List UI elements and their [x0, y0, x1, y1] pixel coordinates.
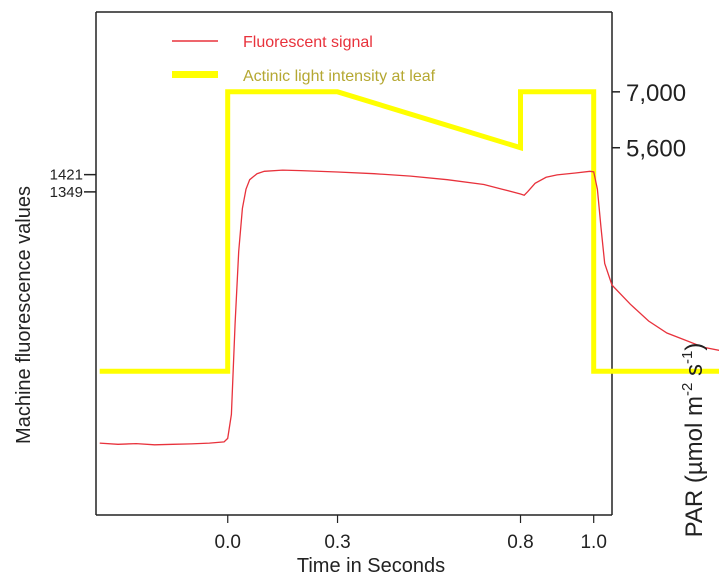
series-line-actinic-light	[99, 89, 719, 374]
y-axis-right-title-sup2: -1	[679, 351, 696, 364]
legend: Fluorescent signal Actinic light intensi…	[172, 34, 436, 85]
y-axis-right-title: PAR (µmol m-2 s-1)	[679, 343, 708, 538]
x-axis-title: Time in Seconds	[297, 555, 445, 577]
x-tick-label: 0.8	[507, 532, 533, 553]
y-axis-right-title-suffix: )	[681, 343, 708, 351]
x-tick-label: 0.0	[215, 532, 241, 553]
x-tick-label: 0.3	[324, 532, 350, 553]
series-line-fluorescent-signal	[99, 169, 719, 446]
y-left-tick-label: 1349	[50, 184, 83, 201]
legend-label-actinic-light: Actinic light intensity at leaf	[243, 68, 436, 85]
x-axis-ticks: 0.0 0.3 0.8 1.0	[215, 515, 607, 553]
legend-label-fluorescent-signal: Fluorescent signal	[243, 34, 373, 51]
y-right-tick-label: 7,000	[626, 80, 686, 107]
y-axis-right-title-prefix: PAR (µmol m	[681, 396, 708, 537]
y-axis-right-title-sup1: -2	[679, 383, 696, 396]
legend-swatch-actinic-light	[172, 71, 218, 78]
y-axis-right-ticks: 7,000 5,600	[612, 80, 686, 163]
y-axis-right-title-mid: s	[681, 364, 708, 383]
plot-frame	[95, 11, 613, 516]
x-tick-label: 1.0	[580, 532, 606, 553]
y-left-tick-label: 1421	[50, 167, 83, 184]
y-right-tick-label: 5,600	[626, 136, 686, 163]
y-axis-left-title: Machine fluorescence values	[13, 186, 35, 444]
